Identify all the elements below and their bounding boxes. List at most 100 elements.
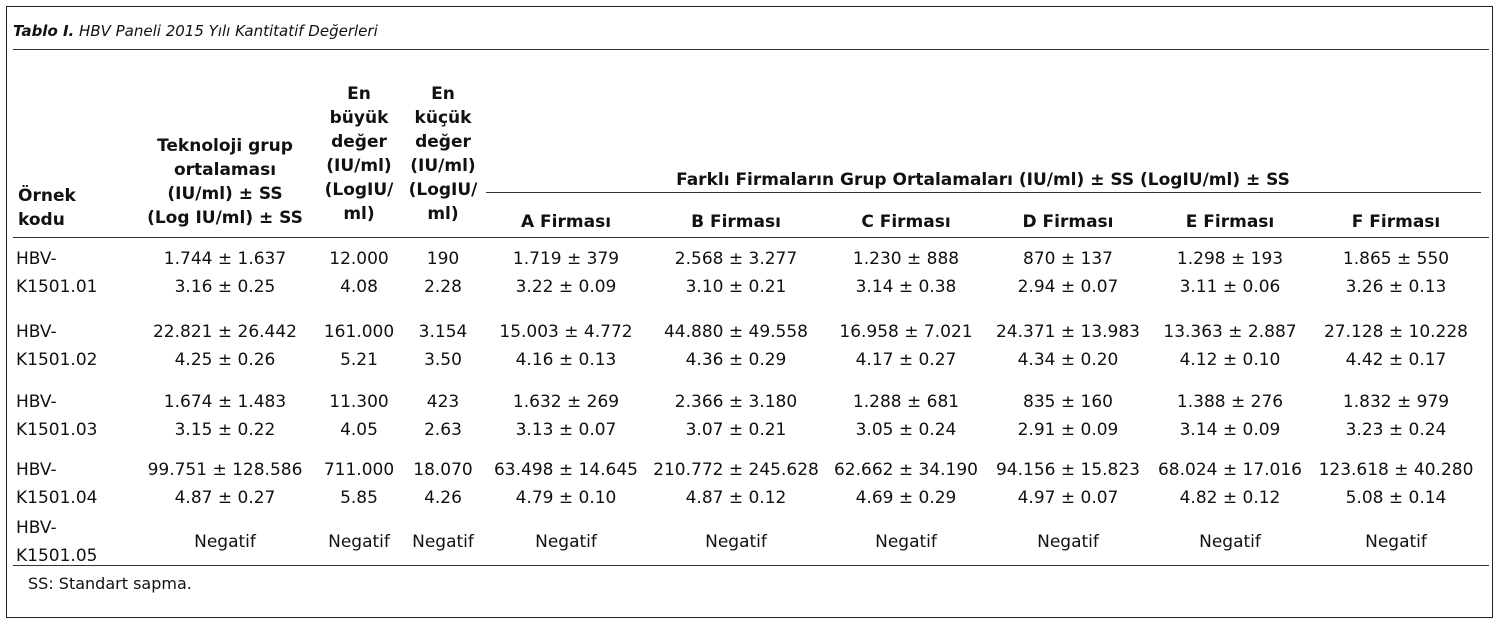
table-cell: 161.000 5.21 xyxy=(316,318,402,374)
cell-value: 190 xyxy=(426,249,460,269)
cell-value: Negatif xyxy=(1199,532,1261,552)
table-cell: 1.674 ± 1.483 3.15 ± 0.22 xyxy=(140,388,310,444)
table-cell: Negatif xyxy=(648,528,824,556)
cell-value: 161.000 xyxy=(323,322,395,342)
cell-value: 22.821 ± 26.442 xyxy=(152,322,298,342)
table-cell: 870 ± 137 2.94 ± 0.07 xyxy=(988,245,1148,301)
table-cell: 62.662 ± 34.190 4.69 ± 0.29 xyxy=(826,456,986,512)
cell-value: 68.024 ± 17.016 xyxy=(1157,460,1303,480)
cell-value: Negatif xyxy=(1037,532,1099,552)
table-cell: 12.000 4.08 xyxy=(316,245,402,301)
cell-value: 4.16 ± 0.13 xyxy=(515,350,617,370)
header-technology-mean: Teknoloji grup ortalaması (IU/ml) ± SS (… xyxy=(140,134,310,230)
cell-value: 62.662 ± 34.190 xyxy=(833,460,979,480)
cell-value: 3.50 xyxy=(424,350,462,370)
cell-value: 3.14 ± 0.09 xyxy=(1179,420,1281,440)
header-line: kodu xyxy=(18,210,65,230)
header-line: En xyxy=(347,84,371,104)
cell-value: 123.618 ± 40.280 xyxy=(1318,460,1474,480)
cell-value: 1.298 ± 193 xyxy=(1176,249,1284,269)
header-line: (IU/ml) ± SS xyxy=(167,184,283,204)
cell-value: 3.154 xyxy=(418,322,468,342)
header-firm-group: Farklı Firmaların Grup Ortalamaları (IU/… xyxy=(676,170,1290,190)
caption-rule xyxy=(13,49,1489,50)
cell-value: 4.17 ± 0.27 xyxy=(855,350,957,370)
cell-value: 2.94 ± 0.07 xyxy=(1017,277,1119,297)
cell-value: 4.69 ± 0.29 xyxy=(855,488,957,508)
caption-label: Tablo I. xyxy=(13,22,75,40)
cell-value: 94.156 ± 15.823 xyxy=(995,460,1141,480)
sample-code-line: K1501.04 xyxy=(16,488,98,508)
cell-value: Negatif xyxy=(535,532,597,552)
table-cell: Negatif xyxy=(316,528,402,556)
cell-value: Negatif xyxy=(328,532,390,552)
sample-code-line: K1501.05 xyxy=(16,546,98,566)
table-cell: 1.632 ± 269 3.13 ± 0.07 xyxy=(486,388,646,444)
cell-value: 711.000 xyxy=(323,460,395,480)
header-line: büyük xyxy=(329,108,389,128)
cell-value: 1.632 ± 269 xyxy=(512,392,620,412)
cell-value: 2.366 ± 3.180 xyxy=(674,392,798,412)
header-firm-e: E Firması xyxy=(1185,212,1275,232)
cell-value: 4.36 ± 0.29 xyxy=(685,350,787,370)
sample-code-line: K1501.01 xyxy=(16,277,98,297)
table-cell: 18.070 4.26 xyxy=(402,456,484,512)
cell-value: 3.16 ± 0.25 xyxy=(174,277,276,297)
cell-value: 99.751 ± 128.586 xyxy=(147,460,303,480)
table-cell: 835 ± 160 2.91 ± 0.09 xyxy=(988,388,1148,444)
cell-value: 3.26 ± 0.13 xyxy=(1345,277,1447,297)
cell-value: 3.15 ± 0.22 xyxy=(174,420,276,440)
sample-code-line: HBV- xyxy=(16,392,57,412)
cell-value: 1.388 ± 276 xyxy=(1176,392,1284,412)
cell-value: 4.08 xyxy=(340,277,378,297)
cell-value: 4.26 xyxy=(424,488,462,508)
table-cell: Negatif xyxy=(486,528,646,556)
table-cell: Negatif xyxy=(988,528,1148,556)
header-rule xyxy=(13,237,1489,238)
table-cell: 1.298 ± 193 3.11 ± 0.06 xyxy=(1150,245,1310,301)
cell-value: 3.11 ± 0.06 xyxy=(1179,277,1281,297)
table-cell: 99.751 ± 128.586 4.87 ± 0.27 xyxy=(140,456,310,512)
table-frame xyxy=(6,6,1493,618)
header-firm-d: D Firması xyxy=(1022,212,1114,232)
cell-value: 4.87 ± 0.12 xyxy=(685,488,787,508)
header-line: (IU/ml) xyxy=(326,156,392,176)
table-cell: 1.288 ± 681 3.05 ± 0.24 xyxy=(826,388,986,444)
sample-code: HBV- K1501.04 xyxy=(16,456,97,512)
cell-value: 16.958 ± 7.021 xyxy=(839,322,973,342)
footnote: SS: Standart sapma. xyxy=(28,574,192,593)
table-bottom-rule xyxy=(13,565,1489,566)
table-cell: 27.128 ± 10.228 4.42 ± 0.17 xyxy=(1312,318,1480,374)
cell-value: 3.22 ± 0.09 xyxy=(515,277,617,297)
table-cell: 13.363 ± 2.887 4.12 ± 0.10 xyxy=(1150,318,1310,374)
header-line: küçük xyxy=(414,108,472,128)
header-line: değer xyxy=(331,132,387,152)
table-cell: Negatif xyxy=(826,528,986,556)
cell-value: 3.05 ± 0.24 xyxy=(855,420,957,440)
cell-value: 1.230 ± 888 xyxy=(852,249,960,269)
cell-value: Negatif xyxy=(194,532,256,552)
table-cell: 1.719 ± 379 3.22 ± 0.09 xyxy=(486,245,646,301)
caption-text: HBV Paneli 2015 Yılı Kantitatif Değerler… xyxy=(74,22,378,40)
cell-value: 1.719 ± 379 xyxy=(512,249,620,269)
header-line: (LogIU/ xyxy=(408,180,478,200)
table-caption: Tablo I. HBV Paneli 2015 Yılı Kantitatif… xyxy=(13,22,378,40)
table-cell: 22.821 ± 26.442 4.25 ± 0.26 xyxy=(140,318,310,374)
cell-value: 5.85 xyxy=(340,488,378,508)
cell-value: 3.10 ± 0.21 xyxy=(685,277,787,297)
table-cell: 1.230 ± 888 3.14 ± 0.38 xyxy=(826,245,986,301)
table-cell: 1.744 ± 1.637 3.16 ± 0.25 xyxy=(140,245,310,301)
cell-value: Negatif xyxy=(875,532,937,552)
table-cell: 423 2.63 xyxy=(402,388,484,444)
header-line: ml) xyxy=(427,204,459,224)
table-cell: 2.568 ± 3.277 3.10 ± 0.21 xyxy=(648,245,824,301)
sample-code: HBV- K1501.01 xyxy=(16,245,97,301)
sample-code-line: K1501.02 xyxy=(16,350,98,370)
cell-value: 5.08 ± 0.14 xyxy=(1345,488,1447,508)
sample-code-line: HBV- xyxy=(16,249,57,269)
cell-value: 24.371 ± 13.983 xyxy=(995,322,1141,342)
table-cell: 11.300 4.05 xyxy=(316,388,402,444)
cell-value: 4.82 ± 0.12 xyxy=(1179,488,1281,508)
cell-value: 423 xyxy=(426,392,460,412)
table-cell: 63.498 ± 14.645 4.79 ± 0.10 xyxy=(486,456,646,512)
